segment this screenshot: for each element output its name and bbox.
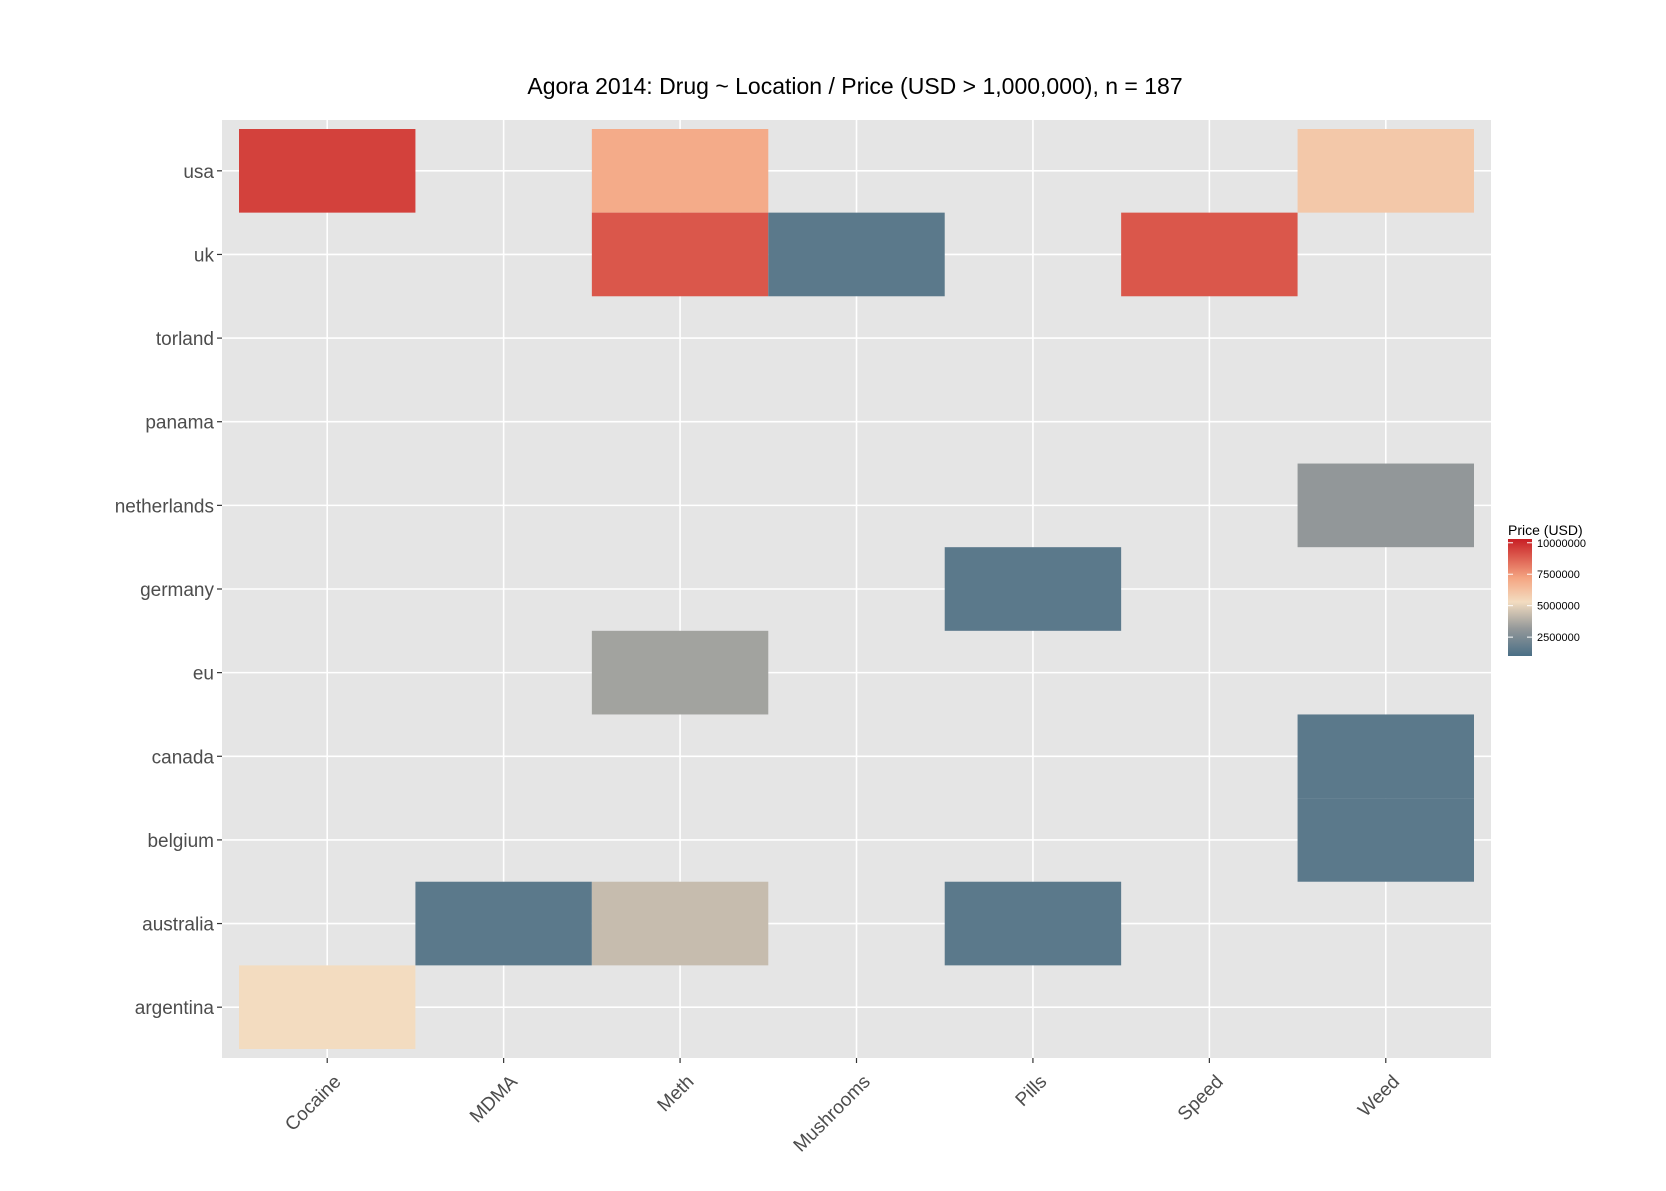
heatmap-cell — [239, 965, 416, 1049]
y-tick-label: belgium — [147, 831, 214, 852]
x-tick-label: Speed — [1174, 1071, 1228, 1125]
y-axis: argentina australia belgium canada eu germany… — [115, 162, 222, 1019]
legend-colorbar — [1508, 539, 1532, 656]
heatmap-cell — [1121, 212, 1298, 297]
x-tick-label: Weed — [1354, 1071, 1404, 1121]
heatmap-cell — [1297, 129, 1474, 213]
x-tick-label: Pills — [1012, 1071, 1051, 1110]
heatmap-cell — [415, 881, 592, 966]
y-tick-label: germany — [140, 580, 214, 601]
heatmap-cell — [591, 212, 769, 297]
y-tick-label: canada — [152, 747, 215, 768]
heatmap-cell — [944, 881, 1122, 966]
chart-title: Agora 2014: Drug ~ Location / Price (USD… — [527, 73, 1182, 99]
legend-tick-label: 5000000 — [1537, 601, 1580, 613]
y-tick-label: eu — [193, 664, 214, 685]
heatmap-cell — [239, 129, 416, 213]
x-tick-label: Meth — [654, 1071, 699, 1116]
legend-tick-label: 10000000 — [1537, 538, 1586, 550]
heatmap-cell — [591, 129, 769, 213]
color-legend: Price (USD) 10000000 7500000 5000000 250000… — [1508, 522, 1586, 656]
heatmap-cells — [239, 129, 1474, 1049]
y-tick-label: netherlands — [115, 496, 214, 517]
heatmap-cell — [768, 212, 945, 297]
y-tick-label: australia — [142, 915, 214, 936]
y-tick-label: argentina — [135, 998, 215, 1019]
heatmap-cell — [591, 881, 769, 966]
y-tick-label: panama — [145, 413, 214, 434]
heatmap-cell — [591, 630, 769, 715]
heatmap-cell — [944, 547, 1122, 631]
y-tick-label: usa — [183, 162, 214, 183]
heatmap-cell — [1297, 463, 1474, 548]
legend-ticks: 10000000 7500000 5000000 2500000 — [1508, 538, 1586, 644]
y-tick-label: uk — [194, 245, 215, 266]
y-tick-label: torland — [156, 329, 214, 350]
x-tick-label: MDMA — [466, 1071, 522, 1127]
legend-tick-label: 2500000 — [1537, 632, 1580, 644]
x-tick-label: Cocaine — [281, 1071, 345, 1135]
heatmap-cell — [1297, 714, 1474, 799]
legend-tick-label: 7500000 — [1537, 569, 1580, 581]
x-axis: Cocaine MDMA Meth Mushrooms Pills Speed Weed — [281, 1058, 1404, 1156]
x-tick-label: Mushrooms — [790, 1071, 875, 1156]
heatmap-cell — [1297, 798, 1474, 882]
legend-title: Price (USD) — [1508, 522, 1583, 538]
